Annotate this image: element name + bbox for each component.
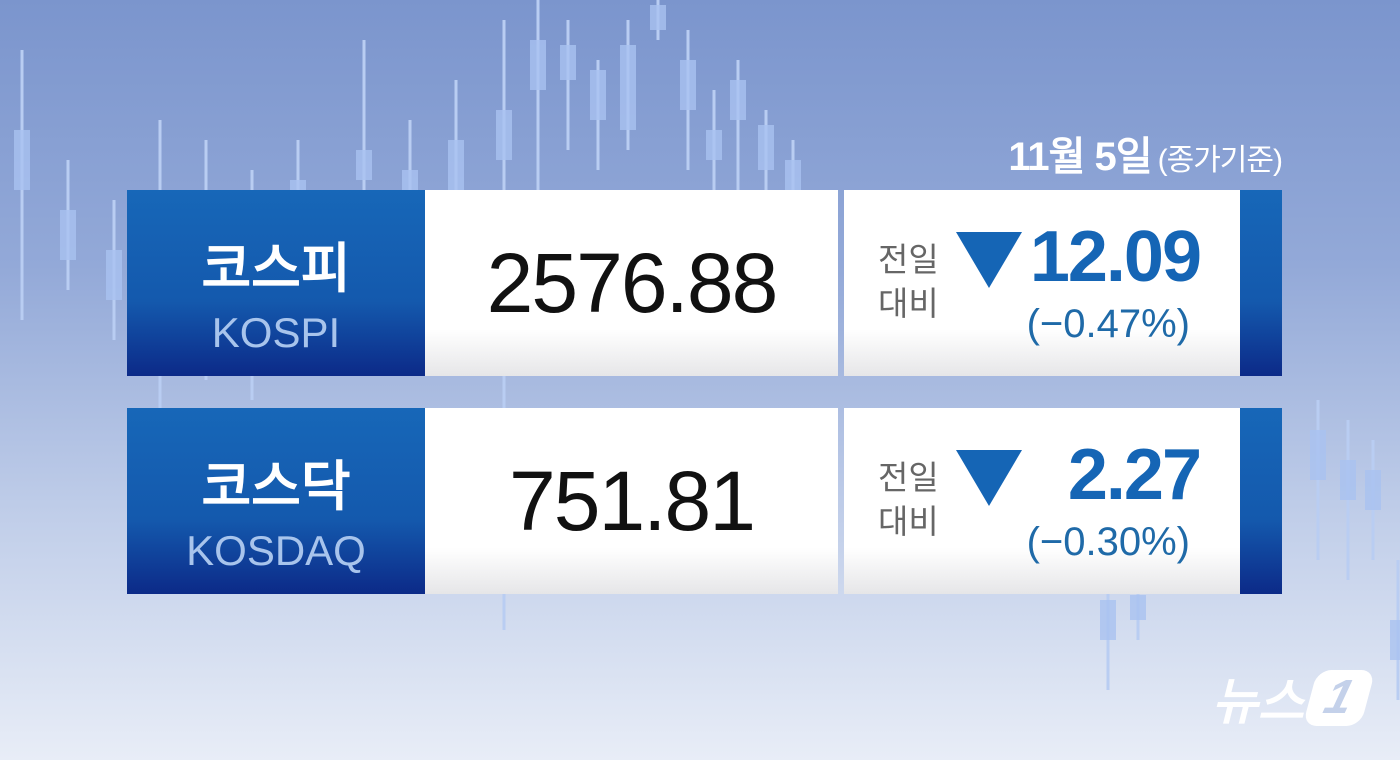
index-row-kosdaq: 코스닥 KOSDAQ 751.81 전일 대비 2.27 (−0.30%): [127, 408, 1282, 594]
candle-body: [1130, 595, 1146, 620]
date-label: 11월 5일 (종가기준): [1008, 124, 1283, 182]
candle-body: [448, 140, 464, 190]
triangle-down-icon: [956, 232, 1022, 288]
date-day: 11월 5일: [1008, 135, 1152, 179]
candle-body: [530, 40, 546, 90]
change-amount: 2.27: [1067, 435, 1202, 515]
change-box: 전일 대비 12.09 (−0.47%): [844, 190, 1240, 376]
change-percent: (−0.30%): [1026, 520, 1190, 564]
change-amount: 12.09: [1029, 217, 1202, 297]
index-value: 751.81: [425, 408, 838, 594]
candle-body: [496, 110, 512, 160]
compare-label: 전일 대비: [878, 241, 939, 322]
candle-body: [1365, 470, 1381, 510]
candle-body: [650, 5, 666, 30]
candle-body: [620, 45, 636, 130]
change-percent: (−0.47%): [1026, 302, 1190, 346]
candle-body: [1390, 620, 1400, 660]
candle-body: [60, 210, 76, 260]
news1-logo: 뉴스 1: [1212, 662, 1376, 734]
candle-body: [106, 250, 122, 300]
change-box: 전일 대비 2.27 (−0.30%): [844, 408, 1240, 594]
candle-body: [356, 150, 372, 180]
index-name-ko: 코스닥: [201, 457, 351, 517]
index-name-en: KOSDAQ: [186, 527, 366, 574]
accent-strip: [1240, 408, 1282, 594]
candle-body: [1100, 600, 1116, 640]
candle-body: [1340, 460, 1356, 500]
candle-body: [758, 125, 774, 170]
triangle-down-icon: [956, 450, 1022, 506]
index-value: 2576.88: [425, 190, 838, 376]
candle-body: [680, 60, 696, 110]
accent-strip: [1240, 190, 1282, 376]
candle-body: [560, 45, 576, 80]
candle-body: [785, 160, 801, 190]
index-label: 코스닥 KOSDAQ: [127, 408, 425, 594]
index-name-ko: 코스피: [201, 239, 351, 299]
candle-body: [14, 130, 30, 190]
index-name-en: KOSPI: [211, 309, 341, 356]
candle-body: [730, 80, 746, 120]
candle-body: [706, 130, 722, 160]
compare-label: 전일 대비: [878, 459, 939, 540]
index-label: 코스피 KOSPI: [127, 190, 425, 376]
candle-body: [590, 70, 606, 120]
candle-body: [1310, 430, 1326, 480]
date-basis: (종가기준): [1157, 144, 1283, 177]
index-row-kospi: 코스피 KOSPI 2576.88 전일 대비 12.09 (−0.47%): [127, 190, 1282, 376]
